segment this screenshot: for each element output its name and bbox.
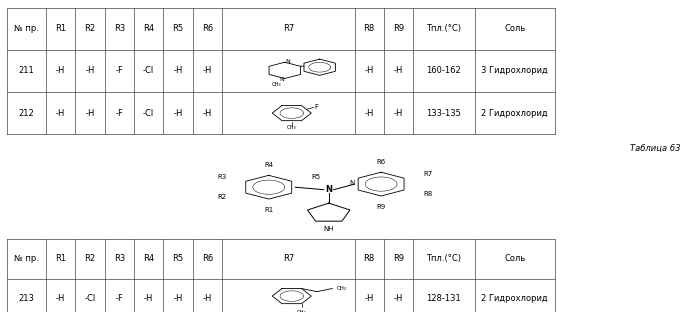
Text: 128-131: 128-131 — [426, 294, 461, 303]
Text: 133-135: 133-135 — [426, 109, 461, 118]
Text: N: N — [349, 180, 355, 187]
Text: -H: -H — [394, 109, 403, 118]
Text: -H: -H — [56, 66, 66, 76]
Text: Соль: Соль — [504, 254, 526, 263]
Text: -H: -H — [144, 294, 154, 303]
Text: R8: R8 — [364, 24, 375, 33]
Text: -H: -H — [394, 66, 403, 76]
Text: R2: R2 — [217, 194, 226, 200]
Text: -H: -H — [364, 109, 374, 118]
Text: -Cl: -Cl — [143, 66, 154, 76]
Text: R4: R4 — [143, 254, 154, 263]
Text: F: F — [314, 104, 318, 110]
Text: -H: -H — [85, 66, 95, 76]
Text: -F: -F — [115, 109, 124, 118]
Text: 212: 212 — [19, 109, 34, 118]
Text: -H: -H — [173, 294, 183, 303]
Text: -F: -F — [115, 294, 124, 303]
Text: CH₃: CH₃ — [272, 81, 281, 87]
Text: R9: R9 — [393, 254, 404, 263]
Text: -H: -H — [56, 294, 66, 303]
Text: Тпл.(°С): Тпл.(°С) — [426, 254, 461, 263]
Text: -H: -H — [173, 66, 183, 76]
Text: R1: R1 — [55, 24, 66, 33]
Text: -Cl: -Cl — [84, 294, 96, 303]
Text: 211: 211 — [19, 66, 34, 76]
Text: R3: R3 — [217, 174, 226, 180]
Text: N: N — [325, 185, 332, 194]
Text: R5: R5 — [172, 254, 184, 263]
Text: R2: R2 — [84, 254, 96, 263]
Text: R2: R2 — [84, 24, 96, 33]
Text: N: N — [280, 77, 284, 82]
Text: -F: -F — [115, 66, 124, 76]
Text: R7: R7 — [283, 254, 294, 263]
Text: 3 Гидрохлорид: 3 Гидрохлорид — [482, 66, 548, 76]
Text: R5: R5 — [311, 174, 320, 180]
Text: R9: R9 — [376, 204, 386, 210]
Text: R7: R7 — [424, 171, 433, 177]
Text: -H: -H — [364, 294, 374, 303]
Text: R3: R3 — [114, 254, 125, 263]
Text: 2 Гидрохлорид: 2 Гидрохлорид — [482, 109, 548, 118]
Text: R1: R1 — [264, 207, 274, 213]
Text: Соль: Соль — [504, 24, 526, 33]
Text: -Cl: -Cl — [143, 109, 154, 118]
Text: NH: NH — [323, 226, 334, 232]
Text: N: N — [285, 59, 290, 64]
Text: R5: R5 — [172, 24, 184, 33]
Text: R7: R7 — [283, 24, 294, 33]
Text: R6: R6 — [202, 24, 213, 33]
Text: CH₃: CH₃ — [297, 310, 306, 312]
Text: CH₃: CH₃ — [336, 286, 347, 291]
Text: R1: R1 — [55, 254, 66, 263]
Text: Таблица 63: Таблица 63 — [630, 144, 681, 153]
Text: R6: R6 — [202, 254, 213, 263]
Text: 213: 213 — [19, 294, 34, 303]
Text: -H: -H — [85, 109, 95, 118]
Text: -H: -H — [202, 66, 212, 76]
Text: -H: -H — [364, 66, 374, 76]
Text: № пр.: № пр. — [14, 24, 39, 33]
Text: -H: -H — [202, 294, 212, 303]
Text: Тпл.(°С): Тпл.(°С) — [426, 24, 461, 33]
Text: № пр.: № пр. — [14, 254, 39, 263]
Text: R4: R4 — [264, 162, 274, 168]
Text: R9: R9 — [393, 24, 404, 33]
Text: -H: -H — [202, 109, 212, 118]
Text: -H: -H — [56, 109, 66, 118]
Text: -H: -H — [394, 294, 403, 303]
Text: R6: R6 — [376, 158, 386, 164]
Text: -H: -H — [173, 109, 183, 118]
Text: R8: R8 — [424, 191, 433, 197]
Text: 160-162: 160-162 — [426, 66, 461, 76]
Text: CH₃: CH₃ — [287, 125, 297, 130]
Text: R3: R3 — [114, 24, 125, 33]
Text: R8: R8 — [364, 254, 375, 263]
Text: R4: R4 — [143, 24, 154, 33]
Text: 2 Гидрохлорид: 2 Гидрохлорид — [482, 294, 548, 303]
